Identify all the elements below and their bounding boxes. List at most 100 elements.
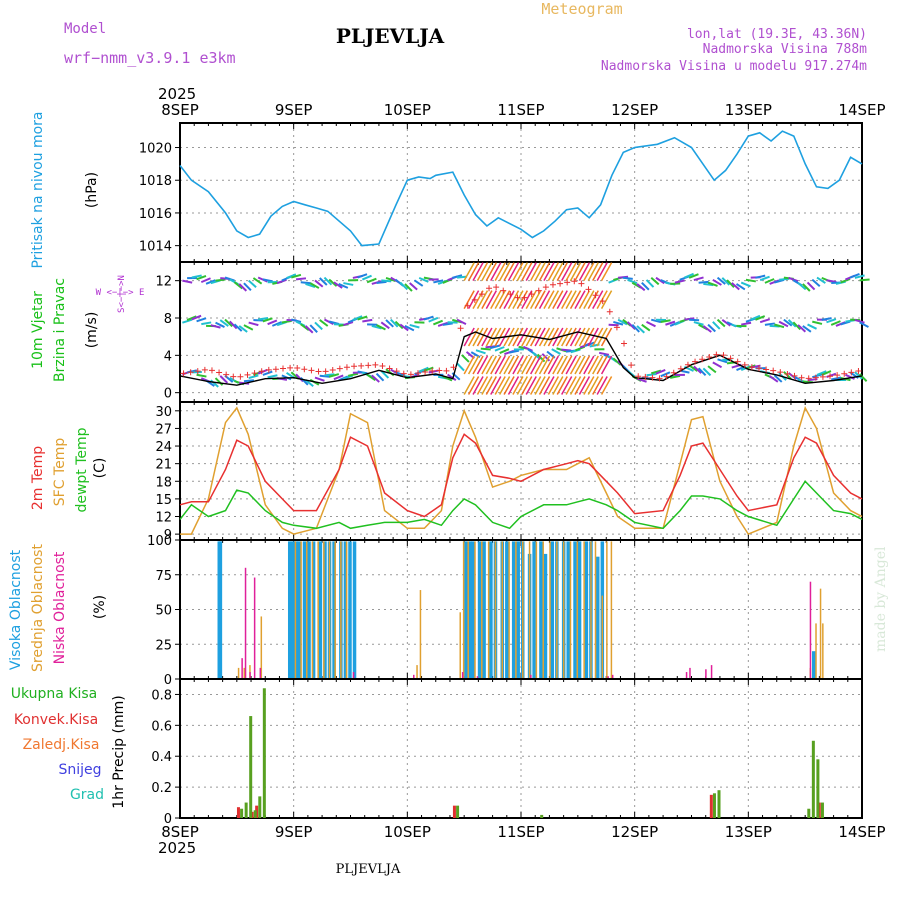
wind-arrow: [366, 277, 377, 284]
wind-arrow: [716, 318, 726, 328]
wind-arrow: [262, 317, 273, 323]
mid-cloud-bar: [317, 541, 319, 679]
wind-gust-marker: [692, 358, 699, 365]
wind-gust-marker: [642, 373, 649, 380]
wind-arrow: [357, 315, 368, 321]
wind-arrow: [238, 325, 248, 333]
wind-arrow-strong: [600, 290, 613, 310]
wind-arrow: [200, 277, 211, 284]
wind-arrow: [731, 282, 740, 291]
mid-cloud-bar: [323, 541, 325, 679]
high-cloud-bar: [470, 541, 475, 679]
wind-arrow: [201, 321, 212, 326]
wind-arrow-strong: [512, 327, 524, 347]
wind-arrow: [248, 374, 259, 380]
wind-arrow: [324, 373, 335, 377]
date-tick-bottom: 13SEP: [725, 823, 772, 841]
mid-cloud-bar: [542, 541, 544, 679]
wind-arrow: [319, 319, 329, 327]
precip-label-5: Grad: [70, 787, 104, 803]
wind-arrow: [783, 318, 793, 327]
mid-cloud-bar: [459, 612, 461, 679]
y-tick-label: 0: [164, 673, 172, 688]
wind-arrow: [740, 281, 751, 288]
wind-gust-marker: [812, 374, 819, 381]
wind-arrow: [489, 344, 501, 350]
wind-arrow-strong: [552, 262, 564, 282]
high-cloud-bar: [482, 541, 486, 679]
wind-arrow: [840, 278, 851, 284]
wind-arrow-strong: [534, 376, 546, 395]
wind-arrow: [716, 276, 726, 285]
wind-gust-marker: [791, 372, 798, 379]
wind-arrow: [826, 318, 837, 324]
year-bottom: 2025: [158, 839, 196, 857]
wind-unit: (m/s): [84, 312, 100, 349]
wind-arrow: [243, 282, 252, 292]
date-tick-top: 13SEP: [725, 101, 772, 119]
high-cloud-bar: [287, 541, 292, 679]
wind-arrow: [191, 314, 202, 321]
mid-cloud-bar: [260, 616, 263, 679]
mid-cloud-bar: [562, 541, 565, 679]
footer-station: PLJEVLJA: [336, 862, 401, 877]
wind-arrow: [769, 375, 779, 383]
year-top: 2025: [158, 85, 196, 103]
wind-arrow: [641, 281, 650, 291]
wind-arrow: [286, 273, 297, 279]
wind-arrow-strong: [534, 290, 546, 310]
low-cloud-bar: [685, 672, 688, 679]
wind-arrow: [252, 277, 263, 285]
wind-arrow: [651, 318, 662, 324]
wind-arrow-strong: [574, 376, 586, 395]
wind-gust-marker: [216, 369, 223, 376]
date-tick-bottom: 8SEP: [161, 823, 199, 841]
high-cloud-bar: [811, 651, 816, 679]
wind-arrow-strong: [543, 262, 555, 282]
wind-arrow: [792, 321, 802, 331]
wind-gust-marker: [365, 362, 372, 369]
high-cloud-bar: [577, 541, 582, 679]
wind-arrow-strong: [530, 262, 542, 282]
mid-cloud-bar: [522, 541, 524, 679]
wind-gust-marker: [372, 361, 379, 368]
wind-arrow: [641, 323, 651, 332]
wind-arrow-strong: [498, 262, 511, 282]
wind-arrow: [380, 321, 390, 330]
wind-arrow: [409, 324, 420, 329]
wind-arrow-strong: [578, 327, 591, 347]
wind-arrow: [721, 277, 731, 286]
mid-cloud-bar: [576, 541, 579, 679]
wind-arrow: [196, 373, 207, 378]
wind-arrow: [741, 321, 752, 326]
wind-arrow-strong: [481, 376, 493, 395]
wind-arrow-strong: [512, 262, 524, 282]
wind-arrow: [707, 365, 717, 374]
wind-arrow: [811, 373, 823, 379]
date-tick-top: 11SEP: [497, 101, 544, 119]
wind-gust-marker: [819, 373, 826, 380]
wind-compass: W <−|−> E S<−|−>N: [96, 275, 145, 313]
wind-arrow-strong: [503, 262, 515, 282]
total-precip-bar: [253, 810, 257, 818]
wind-gust-marker: [848, 369, 855, 376]
mid-cloud-bar: [594, 541, 597, 679]
mid-cloud-bar: [467, 541, 469, 679]
cloud-label-3: Niska Oblacnost: [52, 551, 68, 664]
mid-cloud-bar: [243, 667, 246, 679]
high-cloud-bar: [539, 541, 543, 679]
wind-arrow-strong: [507, 290, 520, 310]
wind-gust-marker: [535, 287, 542, 294]
y-tick-label: 0: [164, 387, 172, 402]
wind-gust-marker: [443, 367, 450, 374]
high-cloud-bar: [302, 541, 307, 679]
wind-gust-marker: [322, 368, 329, 375]
wind-arrow: [309, 282, 320, 289]
wind-arrow-strong: [516, 355, 529, 375]
wind-arrow-strong: [574, 327, 586, 347]
wind-arrow: [688, 273, 699, 279]
wind-arrow-strong: [561, 327, 573, 347]
low-cloud-bar: [352, 672, 355, 679]
mid-cloud-bar: [822, 623, 824, 679]
wind-arrow-strong: [512, 355, 524, 375]
